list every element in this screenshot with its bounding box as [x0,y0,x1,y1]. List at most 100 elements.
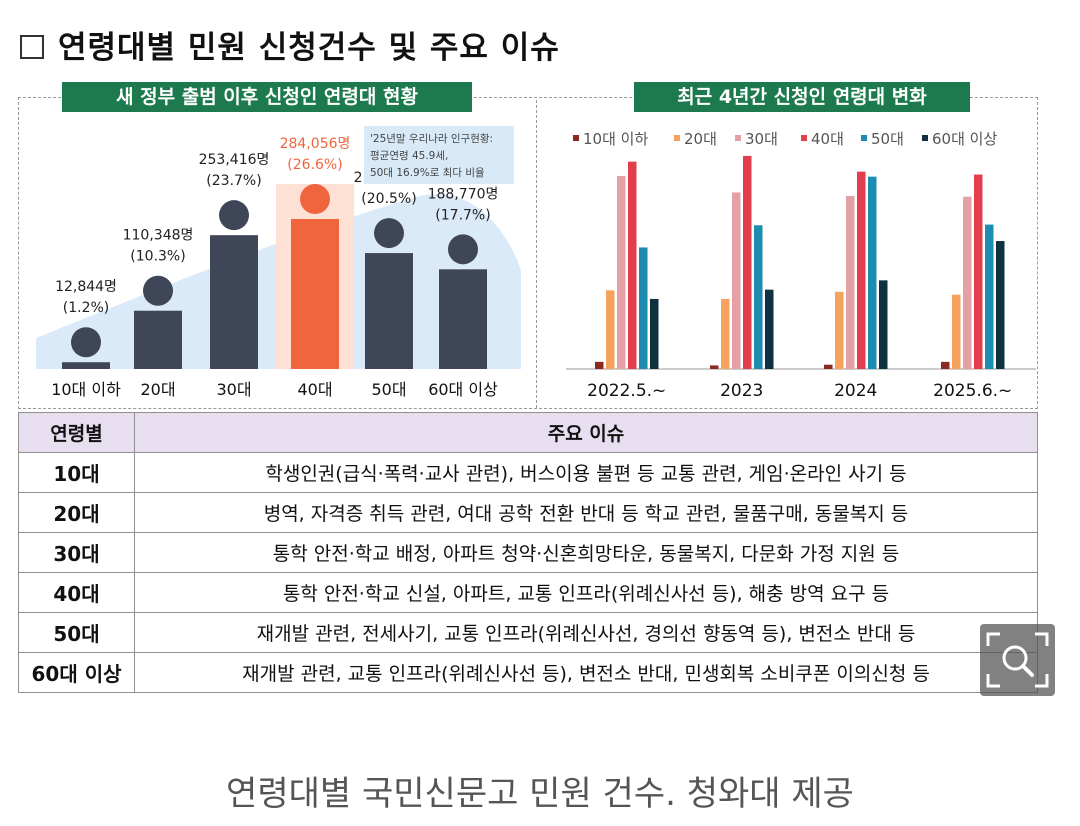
legend-marker [922,135,928,141]
legend-label: 30대 [745,130,778,148]
legend-label: 20대 [684,130,717,148]
data-label-count: 110,348명 [123,228,194,244]
data-label-percent: (20.5%) [361,191,416,207]
issues-table: 연령별 주요 이슈 10대 학생인권(급식·폭력·교사 관련), 버스이용 불편… [18,412,1038,693]
table-header-issue: 주요 이슈 [134,412,1038,453]
chart-frame [18,97,1038,409]
table-cell-age: 60대 이상 [18,652,135,693]
page-title-text: 연령대별 민원 신청건수 및 주요 이슈 [58,30,560,66]
bar [210,235,258,369]
legend-label: 50대 [871,130,904,148]
bar [628,161,637,369]
person-head-icon [374,218,404,249]
checkbox-square-icon [20,35,44,59]
data-label-count: 188,770명 [428,186,499,202]
table-row: 20대 병역, 자격증 취득 관련, 여대 공학 전환 반대 등 학교 관련, … [18,492,1038,533]
bar [857,171,866,369]
annotation-box [364,126,514,184]
data-label-percent: (23.7%) [206,173,261,189]
table-cell-issue: 학생인권(급식·폭력·교사 관련), 버스이용 불편 등 교통 관련, 게임·온… [134,452,1038,493]
person-head-icon [71,327,101,358]
bar [846,195,855,369]
bar [617,175,626,369]
data-label-percent: (10.3%) [130,249,185,265]
legend-marker [861,135,867,141]
bar [963,196,972,369]
legend-marker [735,135,741,141]
table-header-age: 연령별 [18,412,135,453]
bar [62,362,110,369]
data-label-count: 284,056명 [280,136,351,152]
table-cell-issue: 재개발 관련, 교통 인프라(위례신사선 등), 변전소 반대, 민생회복 소비… [134,652,1038,693]
bar [291,219,339,369]
table-row: 50대 재개발 관련, 전세사기, 교통 인프라(위례신사선, 경의선 향동역 … [18,612,1038,653]
x-tick-label: 50대 [371,380,406,399]
x-tick-label: 2023 [720,381,763,401]
bar [743,155,752,369]
table-row: 30대 통학 안전·학교 배정, 아파트 청약·신혼희망타운, 동물복지, 다문… [18,532,1038,573]
bar [824,364,833,369]
data-label-count: 12,844명 [55,279,117,295]
table-cell-age: 20대 [18,492,135,533]
table-row: 40대 통학 안전·학교 신설, 아파트, 교통 인프라(위례신사선 등), 해… [18,572,1038,613]
bar [439,269,487,369]
person-head-icon [219,200,249,231]
legend-marker [801,135,807,141]
table-cell-age: 10대 [18,452,135,493]
table-cell-issue: 통학 안전·학교 배정, 아파트 청약·신혼희망타운, 동물복지, 다문화 가정… [134,532,1038,573]
table-cell-issue: 재개발 관련, 전세사기, 교통 인프라(위례신사선, 경의선 향동역 등), … [134,612,1038,653]
bar [134,310,182,369]
person-head-icon [143,275,173,306]
table-cell-issue: 통학 안전·학교 신설, 아파트, 교통 인프라(위례신사선 등), 해충 방역… [134,572,1038,613]
bar [974,174,983,369]
x-tick-label: 2024 [834,381,877,401]
bar [941,361,950,369]
bar [952,294,961,369]
bar [595,361,604,369]
table-header-row: 연령별 주요 이슈 [18,412,1038,453]
bar [710,365,719,369]
chart-divider [536,100,537,408]
legend-marker [573,135,579,141]
bar [754,225,763,369]
x-tick-label: 40대 [297,380,332,399]
x-tick-label: 2022.5.~ [587,381,666,401]
bar [606,290,615,369]
data-label-percent: (1.2%) [63,300,110,316]
legend-marker [674,135,680,141]
x-tick-label: 30대 [216,380,251,399]
legend-label: 40대 [811,130,844,148]
bar [879,280,888,369]
table-cell-age: 30대 [18,532,135,573]
bar [996,241,1005,369]
legend-label: 10대 이하 [583,130,648,148]
table-cell-age: 50대 [18,612,135,653]
page-title: 연령대별 민원 신청건수 및 주요 이슈 [20,22,560,67]
x-tick-label: 60대 이상 [428,380,498,399]
data-label-percent: (26.6%) [287,157,342,173]
bar [650,298,659,369]
right-chart-title: 최근 4년간 신청인 연령대 변화 [634,82,970,112]
table-cell-age: 40대 [18,572,135,613]
person-head-icon [448,234,478,265]
bar [868,176,877,369]
bar [732,192,741,369]
bar [365,253,413,369]
x-tick-label: 20대 [140,380,175,399]
annotation-text: '25년말 우리나라 인구현황: [370,133,493,145]
person-head-icon [300,184,330,214]
bar [835,291,844,369]
bar [985,224,994,369]
bar [721,298,730,369]
annotation-text: 평균연령 45.9세, [370,150,448,162]
table-cell-issue: 병역, 자격증 취득 관련, 여대 공학 전환 반대 등 학교 관련, 물품구매… [134,492,1038,533]
zoom-button[interactable] [980,624,1055,696]
bar [639,247,648,369]
image-caption: 연령대별 국민신문고 민원 건수. 청와대 제공 [226,774,854,814]
table-row: 10대 학생인권(급식·폭력·교사 관련), 버스이용 불편 등 교통 관련, … [18,452,1038,493]
left-chart-title: 새 정부 출범 이후 신청인 연령대 현황 [62,82,472,112]
data-label-percent: (17.7%) [435,207,490,223]
zoom-icon [986,632,1049,688]
table-row: 60대 이상 재개발 관련, 교통 인프라(위례신사선 등), 변전소 반대, … [18,652,1038,693]
